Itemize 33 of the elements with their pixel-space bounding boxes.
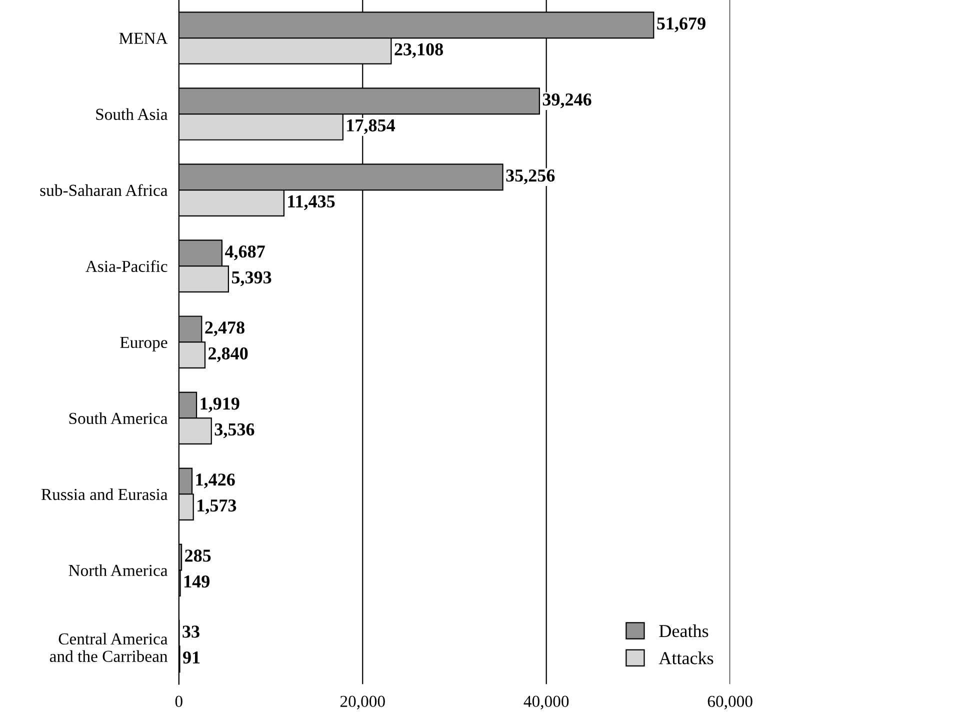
x-tick-label: 20,000 (340, 696, 385, 710)
y-tick-label: North America (68, 564, 168, 576)
data-label: 39,246 (542, 93, 592, 108)
y-tick-label: Europe (120, 336, 168, 352)
data-label: 1,573 (198, 499, 236, 514)
x-tick-label: 40,000 (524, 696, 569, 710)
y-tick-label: sub-Saharan Africa (40, 184, 168, 196)
data-label: 51,679 (657, 17, 706, 32)
y-tick-label: South America (69, 412, 168, 424)
data-label: 285 (185, 550, 211, 562)
y-tick-label: Central America and the Carribean (50, 632, 168, 662)
data-label: 3,536 (214, 423, 254, 438)
data-label: 33 (182, 626, 200, 638)
data-label: 1,919 (200, 398, 240, 412)
legend-label: Attacks (658, 652, 714, 664)
data-label: 17,854 (347, 119, 396, 134)
y-tick-label: South Asia (96, 108, 168, 120)
x-tick-label: 0 (175, 696, 182, 708)
data-label: 149 (184, 575, 210, 588)
y-tick-label: Asia-Pacific (86, 260, 168, 272)
data-label: 2,840 (208, 347, 248, 362)
y-tick-label: MENA (119, 32, 168, 44)
data-label: 91 (183, 651, 200, 664)
x-tick-label: 60,000 (708, 696, 752, 710)
data-label: 1,426 (196, 474, 235, 488)
legend-label: Deaths (659, 624, 708, 638)
y-tick-label: Russia and Eurasia (41, 488, 168, 500)
data-label: 23,108 (394, 43, 444, 58)
data-label: 2,478 (205, 322, 244, 336)
data-label: 11,435 (288, 195, 335, 210)
data-label: 5,393 (232, 271, 272, 286)
data-label: 4,687 (224, 245, 265, 260)
data-label: 35,256 (506, 170, 555, 184)
